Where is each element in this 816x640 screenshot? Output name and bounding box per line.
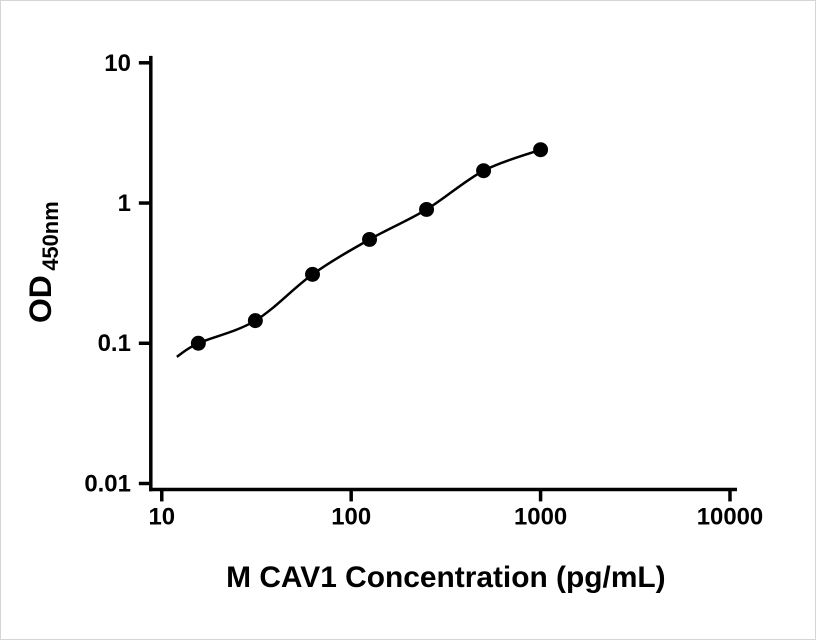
x-tick-label: 10000 [697, 503, 763, 530]
data-point [190, 335, 206, 351]
axes [149, 55, 737, 492]
y-tick-label: 0.1 [98, 330, 131, 357]
y-tick-label: 10 [104, 50, 131, 77]
x-tick-label: 100 [331, 503, 371, 530]
data-point [476, 163, 492, 179]
data-point [419, 201, 435, 217]
data-point [362, 231, 378, 247]
y-axis-title: OD 450nm [22, 201, 63, 323]
x-tick-label: 1000 [514, 503, 567, 530]
y-axis-title-main: OD [22, 275, 58, 323]
tick-labels: 10 100 1000 10000 0.01 0.1 1 10 [84, 50, 763, 531]
data-point [247, 313, 263, 329]
tick-marks [138, 61, 732, 502]
x-tick-label: 10 [148, 503, 175, 530]
data-point [305, 266, 320, 282]
data-points [190, 142, 549, 351]
x-axis-title: M CAV1 Concentration (pg/mL) [226, 561, 666, 594]
fit-curve [176, 148, 542, 358]
y-tick-label: 0.01 [84, 470, 131, 497]
y-axis-title-sub: 450nm [38, 201, 63, 270]
fit-curve-path [176, 148, 542, 358]
data-point [533, 142, 549, 158]
y-tick-label: 1 [118, 190, 131, 217]
